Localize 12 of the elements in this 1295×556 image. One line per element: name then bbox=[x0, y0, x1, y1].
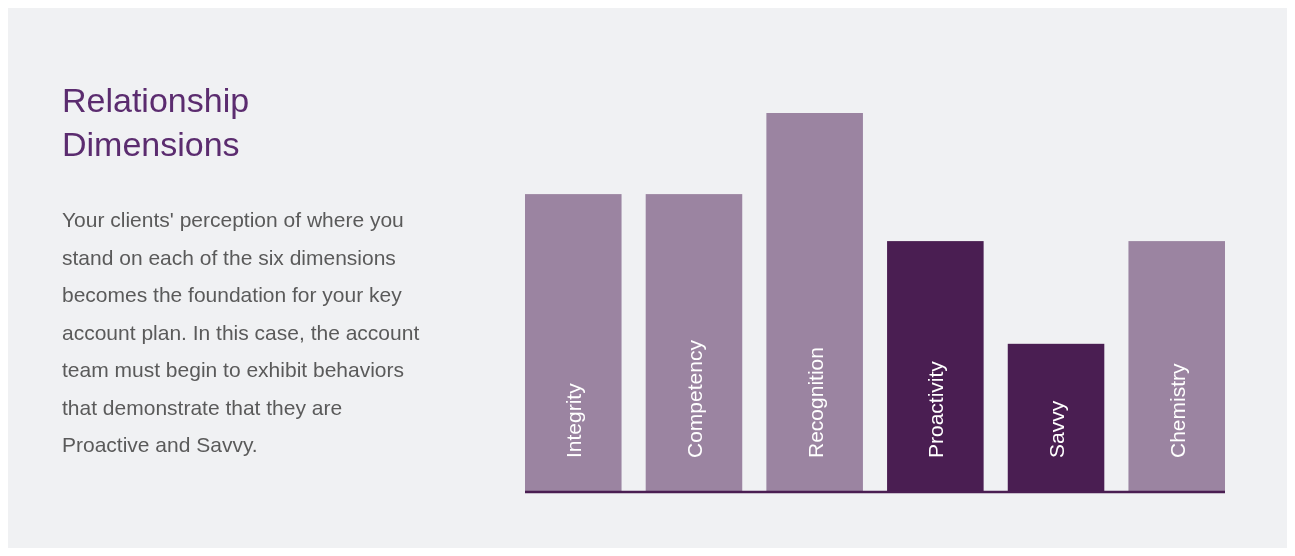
x-tick-label: Competency bbox=[682, 339, 706, 458]
bar bbox=[645, 194, 743, 492]
bar bbox=[525, 194, 622, 492]
x-tick-label: Recognition bbox=[803, 347, 827, 458]
bar bbox=[766, 113, 863, 492]
text: Relationship Dimensions bbox=[62, 81, 250, 163]
x-tick-label: Chemistry bbox=[1165, 362, 1189, 458]
x-tick-label: Integrity bbox=[562, 382, 586, 458]
x-tick-label: Savvy bbox=[1045, 400, 1069, 458]
text: Your clients' perception of where you stand on each of the six dimensions becomes the foundation for your key account plan. In this case, the account team must begin to exhibit behaviors that demonstrate that they are Proactive and Savvy. bbox=[62, 208, 420, 456]
x-tick-label: Proactivity bbox=[924, 360, 948, 458]
bar bbox=[1128, 241, 1225, 492]
